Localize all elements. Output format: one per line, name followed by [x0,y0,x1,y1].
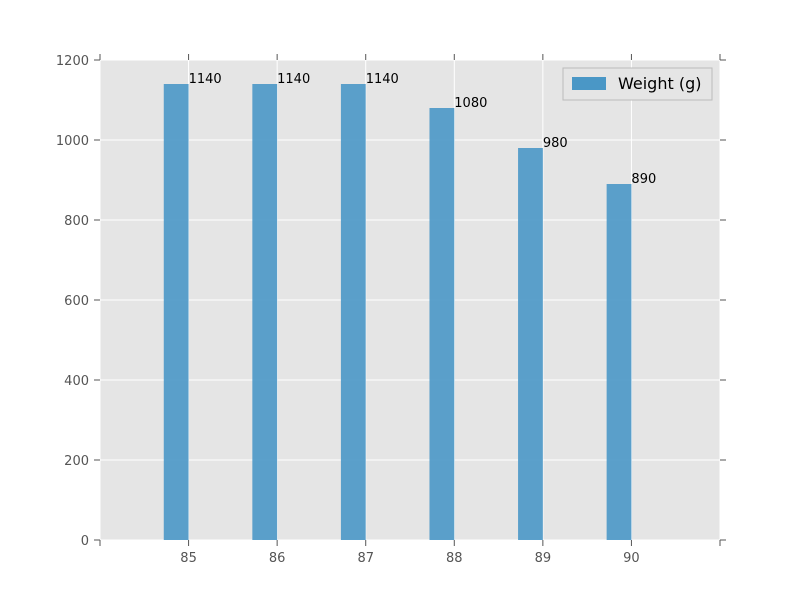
data-label: 1140 [277,72,310,87]
x-tick-label: 85 [180,551,197,566]
x-tick-label: 87 [357,551,374,566]
data-label: 1080 [454,96,487,111]
bar [340,84,366,540]
y-tick-label: 800 [64,214,89,229]
y-tick-label: 1000 [56,134,89,149]
data-label: 890 [631,172,656,187]
bar [606,184,632,540]
legend: Weight (g) [562,67,713,101]
legend-swatch [572,77,606,90]
legend-label: Weight (g) [618,74,701,93]
y-tick-label: 200 [64,454,89,469]
bar [429,108,455,540]
bar [252,84,278,540]
x-tick-label: 90 [623,551,640,566]
data-labels: 1140 1140 1140 1080 980 890 [189,72,657,187]
x-tick-label: 88 [446,551,463,566]
axis-ticks: 0 200 400 600 800 1000 1200 85 86 87 88 89 90 [56,54,726,566]
bar [518,148,543,540]
y-tick-label: 600 [64,294,89,309]
y-tick-label: 1200 [56,54,89,69]
y-tick-label: 400 [64,374,89,389]
x-tick-label: 89 [535,551,552,566]
y-tick-label: 0 [81,534,89,549]
data-label: 1140 [189,72,222,87]
data-label: 980 [543,136,568,151]
x-tick-label: 86 [269,551,286,566]
data-label: 1140 [366,72,399,87]
bars [163,84,632,540]
bar [163,84,189,540]
